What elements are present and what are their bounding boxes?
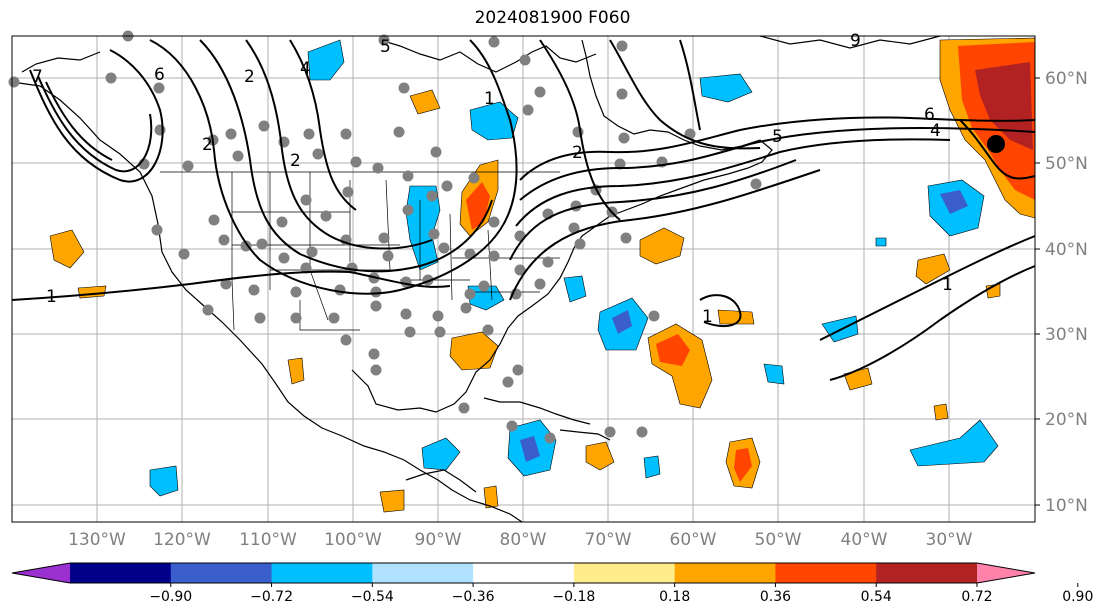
- lon-labels: 130°W 120°W 110°W 100°W 90°W 80°W 70°W 6…: [68, 530, 973, 550]
- colorbar-tick-label: 0.36: [760, 589, 791, 605]
- contour-label: 1: [702, 307, 713, 327]
- colorbar-extend-high: [977, 563, 1035, 583]
- lat-ticks: [1035, 77, 1040, 506]
- lat-label: 50°N: [1045, 154, 1088, 174]
- lat-label: 30°N: [1045, 325, 1088, 345]
- map-title: 2024081900 F060: [474, 8, 631, 28]
- contour-label: 6: [924, 105, 935, 125]
- lon-label: 30°W: [926, 530, 973, 550]
- colorbar-tick-label: −0.90: [149, 589, 192, 605]
- colorbar-tick-label: 0.54: [861, 589, 892, 605]
- lon-label: 130°W: [68, 530, 126, 550]
- center-marker: [987, 135, 1005, 153]
- state-borders: [160, 171, 560, 331]
- lon-label: 80°W: [500, 530, 547, 550]
- colorbar-tick-label: −0.18: [552, 589, 595, 605]
- colorbar-segment: [70, 563, 172, 583]
- colorbar-tick-label: 0.72: [961, 589, 992, 605]
- colorbar-outline: [11, 562, 1036, 584]
- colorbar-segment: [775, 563, 877, 583]
- contour-label: 5: [380, 37, 391, 57]
- colorbar-segment: [372, 563, 474, 583]
- colorbar-segment: [473, 563, 575, 583]
- colorbar-segment: [876, 563, 978, 583]
- lon-label: 40°W: [841, 530, 888, 550]
- lat-label: 60°N: [1045, 69, 1088, 89]
- contour-label: 7: [32, 67, 43, 87]
- lon-label: 120°W: [153, 530, 211, 550]
- contour-label: 4: [930, 121, 941, 141]
- colorbar-tick-label: 0.18: [659, 589, 690, 605]
- lon-label: 100°W: [324, 530, 382, 550]
- colorbar-tick-label: −0.54: [351, 589, 394, 605]
- colorbar-segment: [674, 563, 776, 583]
- contour-label-group: 1 1 1 1 2 2 2 2 4 4 5 5 6 6 7 9: [32, 31, 953, 327]
- lat-label: 20°N: [1045, 410, 1088, 430]
- lat-label: 40°N: [1045, 240, 1088, 260]
- lon-label: 70°W: [585, 530, 632, 550]
- lon-label: 110°W: [239, 530, 297, 550]
- contour-label: 1: [942, 275, 953, 295]
- contour-label: 4: [300, 59, 311, 79]
- lat-label: 10°N: [1045, 496, 1088, 516]
- contour-label: 2: [290, 151, 301, 171]
- colorbar-tick-label: −0.72: [250, 589, 293, 605]
- colorbar: −0.90 −0.72 −0.54 −0.36 −0.18 0.18 0.36 0.54 0.7…: [11, 562, 1093, 605]
- lon-label: 60°W: [670, 530, 717, 550]
- contour-label: 5: [772, 127, 783, 147]
- contour-label: 1: [46, 287, 57, 307]
- anomaly-fill: [49, 37, 1036, 513]
- contour-label: 2: [244, 67, 255, 87]
- colorbar-segment: [170, 563, 273, 583]
- coastlines: [11, 35, 941, 523]
- colorbar-segment: [573, 563, 676, 583]
- lon-label: 50°W: [755, 530, 802, 550]
- lat-labels: 60°N 50°N 40°N 30°N 20°N 10°N: [1045, 69, 1088, 516]
- colorbar-segment: [271, 563, 373, 583]
- contour-label: 2: [202, 135, 213, 155]
- contour-label: 1: [484, 89, 495, 109]
- contour-label: 9: [850, 31, 861, 51]
- contour-label: 2: [572, 143, 583, 163]
- map-frame: [11, 35, 1036, 523]
- lon-label: 90°W: [415, 530, 462, 550]
- colorbar-extend-low: [12, 563, 70, 583]
- colorbar-tick-label: 0.90: [1062, 589, 1093, 605]
- contour-label: 6: [154, 65, 165, 85]
- contour-lines: [11, 39, 1036, 381]
- colorbar-tick-label: −0.36: [452, 589, 495, 605]
